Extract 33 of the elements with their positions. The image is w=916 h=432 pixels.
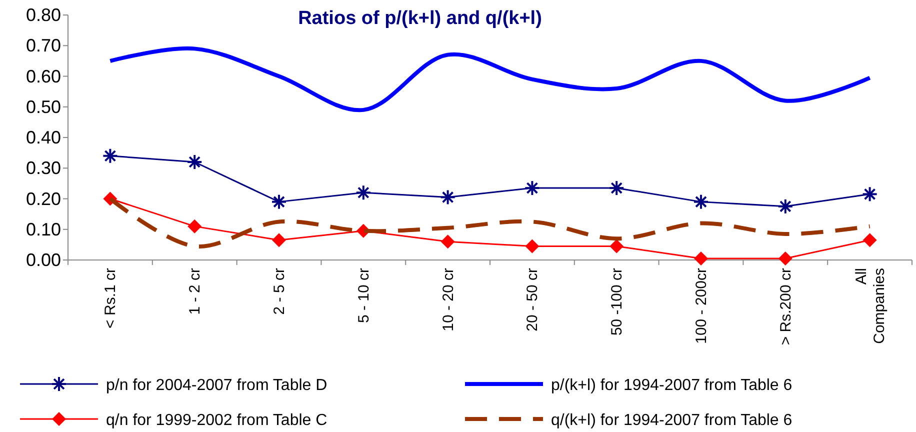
point [440, 234, 455, 249]
chart-title: Ratios of p/(k+l) and q/(k+l) [298, 8, 542, 29]
legend-label: p/(k+l) for 1994-2007 from Table 6 [551, 377, 792, 394]
point [778, 251, 792, 266]
x-tick-label: 5 - 10 cr [355, 268, 372, 324]
point [694, 251, 708, 266]
x-tick-label: 2 - 5 cr [271, 268, 288, 315]
point [610, 239, 624, 254]
x-tick-label: < Rs.1 cr [102, 268, 120, 328]
legend-label: p/n for 2004-2007 from Table D [106, 377, 328, 394]
point [525, 239, 540, 254]
line-series [108, 46, 872, 112]
legend-label: q/n for 1999-2002 from Table C [106, 412, 328, 429]
point [272, 233, 286, 248]
y-tick-label: 0.10 [26, 219, 61, 240]
legend-label: q/(k+l) for 1994-2007 from Table 6 [551, 412, 792, 429]
x-tick-label: 20 - 50 cr [524, 268, 542, 332]
x-tick-label: 1 - 2 cr [186, 268, 204, 315]
y-tick-label: 0.00 [26, 250, 61, 270]
y-tick-label: 0.50 [26, 96, 61, 117]
y-tick-label: 0.40 [26, 128, 61, 148]
y-tick-label: 0.80 [26, 5, 61, 25]
y-tick-label: 0.20 [26, 188, 61, 209]
point [862, 233, 877, 248]
x-tick-label: > Rs.200 cr [777, 268, 794, 346]
point [188, 219, 202, 234]
y-tick-label: 0.30 [26, 158, 61, 178]
x-tick-label: 50 -100 cr [608, 268, 626, 336]
x-tick-label: All Companies [852, 268, 888, 344]
x-tick-label: 10 - 20 cr [440, 268, 457, 332]
y-tick-label: 0.70 [26, 36, 61, 56]
x-tick-label: 100 - 200cr [693, 268, 710, 344]
y-tick-label: 0.60 [26, 66, 61, 86]
